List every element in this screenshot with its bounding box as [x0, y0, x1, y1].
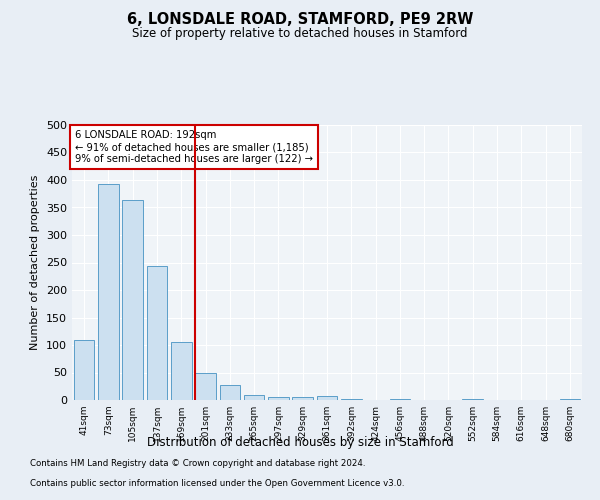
Bar	[389, 399, 410, 400]
Text: Distribution of detached houses by size in Stamford: Distribution of detached houses by size …	[146, 436, 454, 449]
Bar	[463, 399, 483, 400]
Bar	[74, 340, 94, 400]
Bar	[560, 399, 580, 400]
Text: Contains HM Land Registry data © Crown copyright and database right 2024.: Contains HM Land Registry data © Crown c…	[30, 458, 365, 468]
Text: Contains public sector information licensed under the Open Government Licence v3: Contains public sector information licen…	[30, 478, 404, 488]
Bar	[98, 184, 119, 400]
Bar	[244, 394, 265, 400]
Bar	[292, 397, 313, 400]
Text: 6 LONSDALE ROAD: 192sqm
← 91% of detached houses are smaller (1,185)
9% of semi-: 6 LONSDALE ROAD: 192sqm ← 91% of detache…	[74, 130, 313, 164]
Bar	[317, 396, 337, 400]
Bar	[195, 372, 216, 400]
Text: Size of property relative to detached houses in Stamford: Size of property relative to detached ho…	[132, 28, 468, 40]
Text: 6, LONSDALE ROAD, STAMFORD, PE9 2RW: 6, LONSDALE ROAD, STAMFORD, PE9 2RW	[127, 12, 473, 28]
Bar	[220, 384, 240, 400]
Bar	[122, 200, 143, 400]
Bar	[171, 342, 191, 400]
Y-axis label: Number of detached properties: Number of detached properties	[31, 175, 40, 350]
Bar	[146, 266, 167, 400]
Bar	[268, 396, 289, 400]
